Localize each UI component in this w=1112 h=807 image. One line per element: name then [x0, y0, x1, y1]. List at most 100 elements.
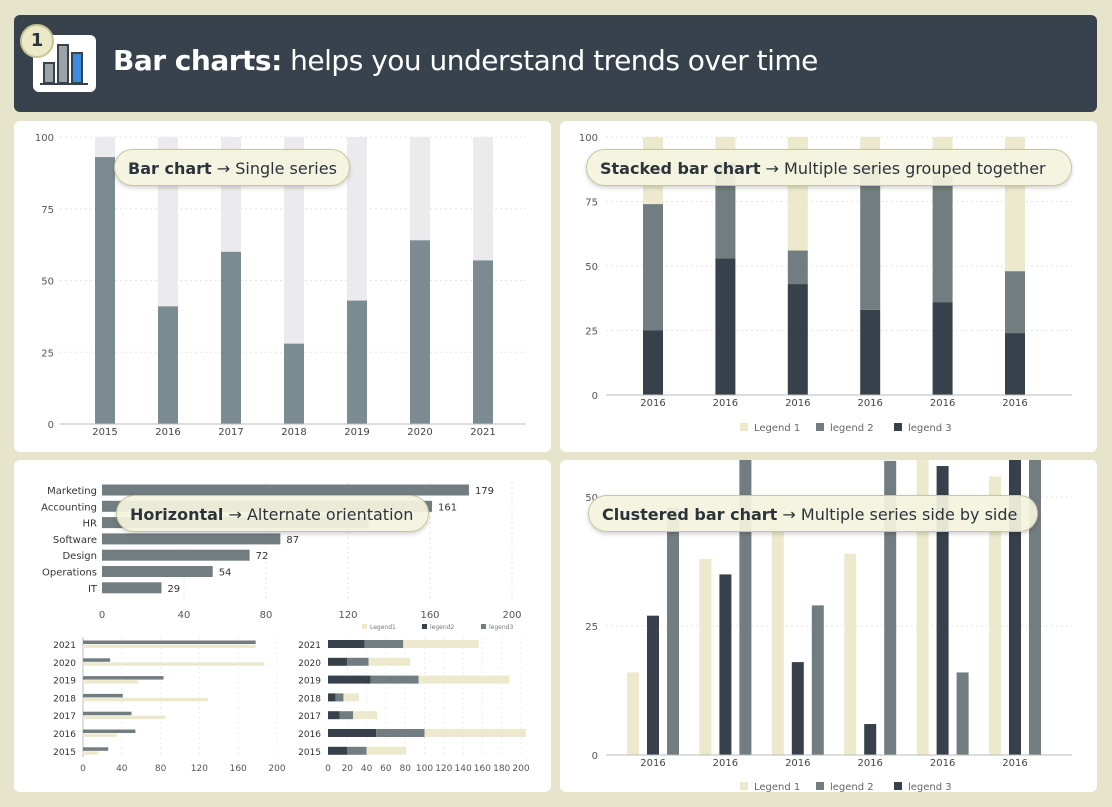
stacked-bar-chart: 0 25 50 75 100 2016 2016 2016 2016 2016 2016 Legend… [579, 133, 1072, 434]
clustered-bar [989, 476, 1001, 755]
stacked-bar-segment [328, 729, 377, 737]
legend-swatch [740, 423, 748, 431]
category-label: 2018 [298, 694, 321, 704]
stacked-bar-segment [343, 693, 359, 702]
x-tick-label: 0 [99, 610, 105, 621]
stacked-bar-segment [364, 640, 404, 648]
category-label: Design [62, 551, 97, 562]
stacked-bar-segment [376, 729, 425, 737]
y-tick-label: 100 [579, 133, 598, 144]
x-tick-label: 2021 [470, 427, 495, 438]
y-tick-label: 25 [585, 622, 598, 633]
clustered-bar [771, 497, 784, 755]
clustered-bar [719, 574, 732, 755]
legend-label: Legend 1 [754, 423, 800, 434]
x-tick-label: 120 [435, 764, 452, 774]
x-tick-label: 2016 [713, 758, 738, 769]
bar-series-2 [83, 715, 166, 720]
x-tick-label: 0 [80, 764, 86, 774]
stacked-bar-segment [347, 746, 367, 755]
x-tick-label: 2016 [640, 398, 665, 409]
category-label: 2018 [53, 694, 76, 704]
stacked-bar-segment [1005, 271, 1025, 334]
x-tick-label: 2016 [1002, 758, 1027, 769]
stacked-bar-segment [860, 165, 881, 310]
bar-it [102, 582, 162, 594]
y-tick-label: 50 [41, 277, 54, 288]
stacked-bar-segment [368, 657, 411, 666]
single-series-chart: 0 25 50 75 100 2015 2016 2017 2018 2019 2020 2021 [35, 133, 526, 438]
legend-label: legend 3 [908, 423, 952, 434]
clustered-bar [864, 724, 877, 755]
x-tick-label: 2018 [281, 427, 306, 438]
value-label: 87 [286, 535, 299, 546]
value-label: 54 [219, 568, 232, 579]
y-tick-label: 25 [585, 327, 598, 338]
clustered-bar [811, 605, 824, 755]
clustered-bar [884, 460, 897, 755]
bar-2015 [95, 157, 115, 424]
bar-design [102, 549, 250, 561]
x-tick-label: 80 [260, 610, 273, 621]
bar-series-2 [83, 644, 256, 648]
stacked-bar-segment [643, 330, 663, 395]
x-tick-label: 180 [493, 764, 510, 774]
clustered-bar [647, 615, 659, 755]
bar-operations [102, 566, 213, 577]
stacked-bar-segment [366, 746, 407, 755]
y-tick-label: 0 [48, 420, 54, 431]
category-label: 2020 [53, 659, 76, 669]
horizontal-label-pill: Horizontal → Alternate orientation [116, 495, 429, 532]
stacked-bar-segment [370, 675, 419, 684]
pill-bold: Stacked bar chart [600, 159, 761, 178]
y-tick-label: 0 [592, 751, 598, 762]
category-label: 2015 [298, 748, 321, 758]
bar-2016 [158, 306, 178, 424]
stacked-bar-segment [328, 711, 340, 720]
legend-label: legend3 [489, 624, 513, 631]
x-tick-label: 60 [380, 764, 392, 774]
clustered-bar [1029, 455, 1041, 755]
stacked-bar-segment [424, 729, 526, 737]
x-tick-label: 80 [155, 764, 167, 774]
value-label: 72 [256, 551, 269, 562]
x-tick-label: 2016 [857, 398, 882, 409]
x-tick-label: 160 [230, 764, 247, 774]
x-tick-label: 2016 [857, 758, 882, 769]
x-tick-label: 2016 [785, 758, 810, 769]
legend-swatch [362, 624, 367, 629]
y-tick-label: 50 [585, 493, 598, 504]
pill-rest: → Multiple series grouped together [760, 159, 1046, 178]
legend-swatch [481, 624, 486, 629]
bar-series-1 [83, 676, 164, 680]
stacked-bar-segment [860, 309, 881, 395]
stacked-bar-segment [328, 640, 365, 648]
legend-swatch [894, 423, 902, 431]
x-tick-label: 2019 [344, 427, 369, 438]
legend-label: Legend 1 [754, 782, 800, 792]
x-tick-label: 100 [416, 764, 433, 774]
y-tick-label: 0 [592, 391, 598, 402]
bar-series-2 [83, 662, 265, 666]
bar-software [102, 533, 281, 545]
pill-bold: Horizontal [130, 505, 224, 524]
stacked-bar-segment [932, 302, 953, 395]
y-tick-label: 50 [585, 262, 598, 273]
x-tick-label: 80 [399, 764, 411, 774]
bar-2018 [284, 343, 304, 424]
legend-swatch [816, 782, 824, 790]
x-tick-label: 200 [502, 610, 521, 621]
section-number-badge: 1 [20, 24, 54, 58]
stacked-bar-segment [715, 258, 736, 395]
stacked-bar-segment [328, 746, 348, 755]
value-label: 179 [475, 486, 494, 497]
clustered-bar [667, 507, 679, 755]
stacked-bar-segment [418, 675, 510, 684]
x-tick-label: 160 [474, 764, 491, 774]
stacked-bar-segment [339, 711, 354, 720]
bar-series-2 [83, 733, 117, 737]
legend-label: Legend1 [370, 624, 396, 631]
legend-label: legend 2 [830, 423, 874, 434]
bar-2017 [221, 251, 241, 424]
x-tick-label: 40 [361, 764, 373, 774]
